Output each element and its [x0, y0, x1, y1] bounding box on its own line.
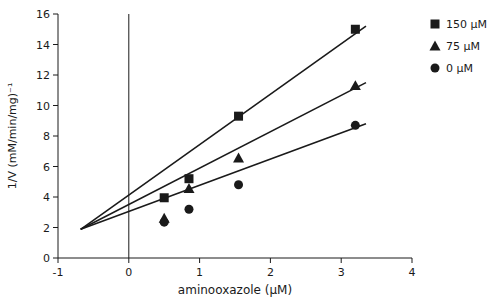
x-tick: [341, 258, 342, 263]
legend-marker: [430, 41, 441, 51]
fit-line: [81, 83, 366, 230]
legend-marker: [431, 64, 440, 73]
y-tick: [53, 197, 58, 198]
x-tick-label: 3: [338, 266, 345, 279]
x-tick-label: 2: [267, 266, 274, 279]
data-point: [160, 218, 169, 227]
y-axis-label: 1/V (mM/min/mg)⁻¹: [6, 83, 19, 190]
x-tick: [58, 258, 59, 263]
legend-marker: [431, 20, 440, 29]
y-tick: [53, 227, 58, 228]
legend-label: 150 μM: [446, 18, 487, 31]
x-tick: [128, 258, 129, 263]
axes: -1012340246810121416: [36, 8, 416, 279]
y-tick: [53, 14, 58, 15]
x-tick: [199, 258, 200, 263]
y-tick-label: 10: [36, 100, 50, 113]
data-point: [351, 121, 360, 130]
x-tick-label: -1: [53, 266, 64, 279]
vertical-line: [128, 14, 129, 258]
chart: -1012340246810121416aminooxazole (μM)1/V…: [0, 0, 500, 302]
legend: 150 μM 75 μM 0 μM: [430, 18, 487, 75]
data-point: [351, 25, 360, 34]
x-tick: [270, 258, 271, 263]
fit-line: [81, 26, 366, 229]
y-tick: [53, 166, 58, 167]
x-tick: [412, 258, 413, 263]
data-point: [234, 112, 243, 121]
data-point: [234, 180, 243, 189]
legend-label: 0 μM: [446, 62, 473, 75]
y-tick-label: 4: [43, 191, 50, 204]
x-axis-label: aminooxazole (μM): [178, 283, 292, 297]
data-point: [233, 153, 244, 163]
legend-label: 75 μM: [446, 40, 480, 53]
y-tick: [53, 44, 58, 45]
data-point: [350, 80, 361, 90]
fit-line: [81, 124, 366, 230]
y-tick: [53, 258, 58, 259]
y-tick-label: 0: [43, 252, 50, 265]
y-tick: [53, 105, 58, 106]
y-tick-label: 12: [36, 69, 50, 82]
x-tick-label: 0: [125, 266, 132, 279]
y-tick-label: 16: [36, 8, 50, 21]
y-tick: [53, 75, 58, 76]
x-tick-label: 1: [196, 266, 203, 279]
x-tick-label: 4: [409, 266, 416, 279]
y-tick-label: 2: [43, 222, 50, 235]
plot-area: [81, 14, 366, 258]
y-tick: [53, 136, 58, 137]
y-tick-label: 14: [36, 39, 50, 52]
x-axis-line: [58, 258, 412, 259]
data-point: [184, 205, 193, 214]
y-tick-label: 8: [43, 130, 50, 143]
y-tick-label: 6: [43, 161, 50, 174]
